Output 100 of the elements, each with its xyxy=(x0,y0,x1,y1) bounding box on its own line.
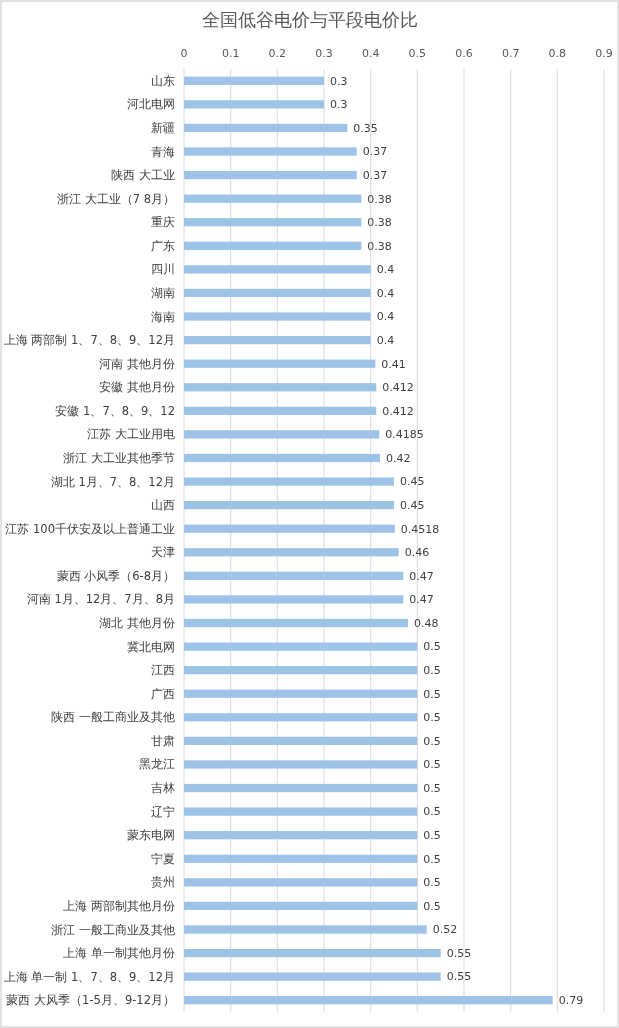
y-tick-label: 吉林 xyxy=(151,781,175,796)
bar xyxy=(184,642,418,651)
bar xyxy=(184,359,376,368)
data-label: 0.52 xyxy=(432,923,458,937)
y-tick-label: 上海 两部制其他月份 xyxy=(63,898,175,913)
bar xyxy=(184,689,418,698)
data-label: 0.5 xyxy=(423,664,441,678)
x-tick-label: 0.7 xyxy=(501,47,520,60)
data-label: 0.5 xyxy=(423,781,441,795)
y-tick-label: 辽宁 xyxy=(151,804,175,819)
bar xyxy=(184,170,357,180)
bar xyxy=(184,807,418,816)
y-tick-label: 广东 xyxy=(151,238,175,253)
bar xyxy=(184,548,399,557)
y-tick-label: 宁夏 xyxy=(151,851,175,866)
bar xyxy=(184,595,404,604)
y-tick-label: 甘肃 xyxy=(151,733,175,748)
bar xyxy=(184,901,418,911)
data-label: 0.4 xyxy=(376,310,395,324)
data-label: 0.47 xyxy=(409,569,434,583)
bar xyxy=(184,194,362,203)
data-label: 0.55 xyxy=(446,946,472,960)
y-tick-label: 河北电网 xyxy=(127,97,175,112)
data-label: 0.5 xyxy=(423,687,441,701)
y-tick-label: 海南 xyxy=(151,309,175,324)
data-label: 0.5 xyxy=(423,758,441,772)
data-label: 0.4518 xyxy=(400,522,440,536)
y-tick-label: 河南 1月、12月、7月、8月 xyxy=(26,592,175,607)
y-tick-label: 陕西 一般工商业及其他 xyxy=(51,710,175,725)
bar xyxy=(184,241,362,250)
bar xyxy=(184,265,371,274)
y-tick-label: 青海 xyxy=(151,144,175,159)
bar xyxy=(184,453,380,463)
y-tick-label: 山西 xyxy=(151,498,175,513)
data-label: 0.79 xyxy=(558,994,584,1008)
data-label: 0.42 xyxy=(386,451,411,465)
bar xyxy=(184,760,418,769)
data-label: 0.5 xyxy=(423,805,441,819)
bar xyxy=(184,948,441,958)
bar xyxy=(184,783,418,793)
y-tick-label: 新疆 xyxy=(151,120,175,135)
bar xyxy=(184,312,371,321)
data-label: 0.5 xyxy=(423,734,441,748)
data-label: 0.37 xyxy=(362,145,388,159)
data-label: 0.4 xyxy=(376,333,395,347)
data-label: 0.55 xyxy=(446,970,472,984)
data-label: 0.3 xyxy=(330,74,348,88)
y-tick-label: 江苏 100千伏安及以上普通工业 xyxy=(5,521,175,536)
data-label: 0.412 xyxy=(382,381,414,395)
data-label: 0.5 xyxy=(423,640,441,654)
bar xyxy=(184,477,394,486)
y-tick-label: 蒙西 大风季（1-5月、9-12月） xyxy=(6,993,175,1008)
y-tick-label: 上海 两部制 1、7、8、9、12月 xyxy=(3,333,175,348)
bar xyxy=(184,878,418,887)
y-tick-label: 冀北电网 xyxy=(127,639,175,654)
data-label: 0.5 xyxy=(423,899,441,913)
data-label: 0.412 xyxy=(382,404,414,418)
bar xyxy=(184,854,418,863)
y-tick-label: 天津 xyxy=(151,545,175,560)
y-tick-label: 浙江 大工业其他季节 xyxy=(63,451,175,466)
data-label: 0.5 xyxy=(423,711,441,725)
bar xyxy=(184,335,371,345)
x-tick-label: 0 xyxy=(180,47,188,60)
bar xyxy=(184,571,404,580)
x-tick-label: 0.9 xyxy=(595,47,613,60)
bar xyxy=(184,218,362,227)
y-tick-label: 上海 单一制 1、7、8、9、12月 xyxy=(3,969,175,984)
y-tick-label: 山东 xyxy=(151,73,175,88)
bar xyxy=(184,666,418,675)
x-tick-label: 0.2 xyxy=(268,47,287,60)
y-tick-label: 江西 xyxy=(151,663,175,678)
bar xyxy=(184,713,418,722)
y-tick-label: 浙江 一般工商业及其他 xyxy=(51,922,175,937)
data-label: 0.45 xyxy=(400,475,425,489)
bar xyxy=(184,430,380,439)
y-tick-label: 蒙西 小风季（6-8月） xyxy=(56,568,175,583)
bar xyxy=(184,76,324,85)
bar xyxy=(184,972,441,981)
bar xyxy=(184,123,348,133)
x-tick-label: 0.8 xyxy=(548,47,567,60)
data-label: 0.4 xyxy=(376,263,395,277)
data-label: 0.3 xyxy=(330,98,348,112)
bar xyxy=(184,406,377,415)
y-tick-label: 陕西 大工业 xyxy=(111,168,175,183)
bar xyxy=(184,618,408,628)
bar xyxy=(184,996,553,1005)
y-tick-label: 广西 xyxy=(151,686,175,701)
x-tick-label: 0.4 xyxy=(361,47,380,60)
bar xyxy=(184,736,418,746)
data-label: 0.5 xyxy=(423,852,441,866)
data-label: 0.45 xyxy=(400,498,425,512)
y-tick-label: 贵州 xyxy=(151,875,175,890)
data-label: 0.38 xyxy=(367,192,392,206)
data-label: 0.5 xyxy=(423,829,441,843)
y-tick-label: 上海 单一制其他月份 xyxy=(63,946,175,961)
y-tick-label: 浙江 大工业（7 8月） xyxy=(57,191,175,206)
data-label: 0.4 xyxy=(376,286,395,300)
y-tick-label: 河南 其他月份 xyxy=(99,356,175,371)
data-label: 0.37 xyxy=(362,168,388,182)
data-label: 0.4185 xyxy=(385,428,424,442)
